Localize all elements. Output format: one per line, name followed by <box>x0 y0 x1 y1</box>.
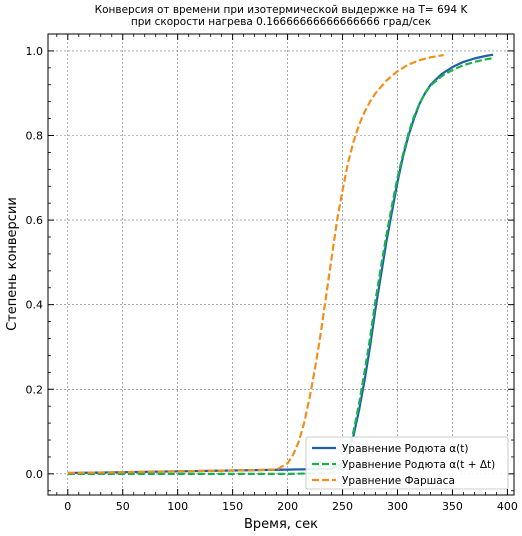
legend-label: Уравнение Фаршаса <box>342 475 455 487</box>
y-axis-label: Степень конверсии <box>5 197 20 331</box>
series-line-0 <box>67 53 494 475</box>
y-tick-label: 0.2 <box>26 383 44 396</box>
x-tick-label: 150 <box>222 500 243 513</box>
legend-label: Уравнение Родюта α(t + Δt) <box>342 459 495 471</box>
legend-box <box>305 436 509 490</box>
chart-title-line-1: Конверсия от времени при изотермической … <box>95 4 469 16</box>
legend-label: Уравнение Родюта α(t) <box>342 443 468 455</box>
y-tick-label: 1.0 <box>26 45 44 58</box>
x-tick-label: 300 <box>387 500 408 513</box>
series-line-1 <box>67 57 494 475</box>
x-tick-label: 100 <box>167 500 188 513</box>
x-tick-label: 200 <box>277 500 298 513</box>
chart-title-line-2: при скорости нагрева 0.16666666666666666… <box>131 16 431 28</box>
x-tick-label: 50 <box>116 500 130 513</box>
plot-area: 0 50 100 150 200 250 300 350 400 0.0 0.2 0.4 0.6 0.8 1… <box>26 33 518 513</box>
y-tick-label: 0.4 <box>26 299 44 312</box>
y-tick-label: 0.8 <box>26 130 44 143</box>
y-tick-label: 0.0 <box>26 468 44 481</box>
x-tick-label: 250 <box>332 500 353 513</box>
x-axis-label: Время, сек <box>244 517 318 532</box>
x-tick-label: 0 <box>64 500 71 513</box>
x-tick-label: 350 <box>442 500 463 513</box>
y-tick-label: 0.6 <box>26 214 44 227</box>
plot-frame <box>47 33 515 496</box>
series-line-2 <box>67 54 444 475</box>
x-tick-label: 400 <box>497 500 518 513</box>
